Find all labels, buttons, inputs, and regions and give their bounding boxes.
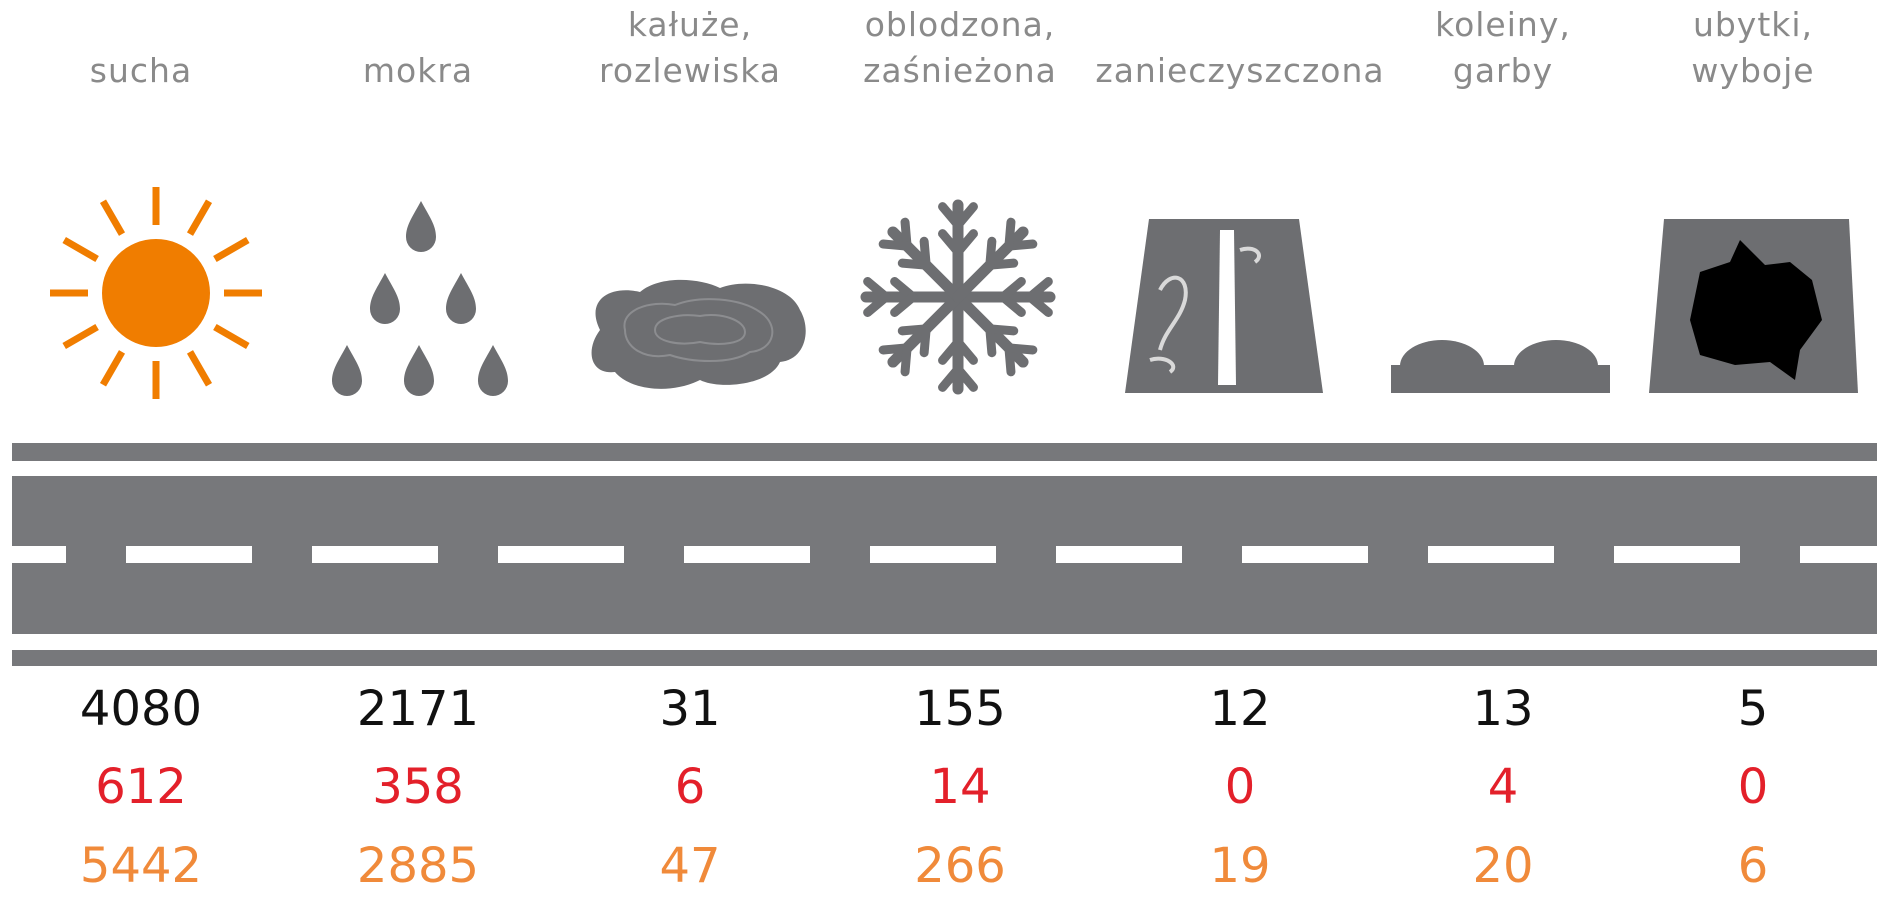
sun-ray	[99, 199, 126, 236]
column-label: ubytki,	[1693, 5, 1813, 44]
sun-disc	[102, 239, 210, 347]
sun-ray	[186, 199, 213, 236]
column-label: garby	[1453, 51, 1553, 90]
lane-dash	[870, 546, 996, 563]
drop	[478, 345, 508, 396]
column-label: wyboje	[1691, 51, 1814, 90]
flake-branch	[985, 324, 1019, 336]
rut-base	[1391, 365, 1610, 393]
sun-ray	[62, 236, 99, 263]
value: 13	[1472, 681, 1533, 737]
flake-branch	[938, 229, 963, 257]
value: 6	[1738, 838, 1769, 894]
lane-dash	[1800, 546, 1877, 563]
drop	[406, 201, 436, 252]
road-stripe	[1218, 230, 1236, 385]
value: 2885	[357, 838, 479, 894]
value: 5	[1738, 681, 1769, 737]
flake-branch	[985, 236, 997, 270]
puddle-contour	[623, 298, 774, 362]
value: 6	[675, 759, 706, 815]
value: 47	[659, 838, 720, 894]
snowflake-icon	[860, 199, 1056, 395]
road-edge	[12, 650, 1877, 666]
value: 0	[1225, 759, 1256, 815]
drop	[446, 273, 476, 324]
sun-ray	[213, 323, 250, 350]
flake-branch	[897, 258, 931, 270]
flake-branch	[938, 202, 963, 230]
dirt	[1149, 246, 1261, 374]
value: 12	[1209, 681, 1270, 737]
value: 2171	[357, 681, 479, 737]
value: 4080	[80, 681, 202, 737]
flake-branch	[890, 292, 918, 317]
drop	[332, 345, 362, 396]
drop	[404, 345, 434, 396]
drops-icon	[332, 201, 508, 396]
dirty-road-icon	[1125, 219, 1323, 393]
value: 266	[914, 838, 1006, 894]
values: 4080 2171 31 155 12 13 5 612 358 6 14 0 4 0 5442 2885 47…	[80, 681, 1768, 894]
flake-branch	[863, 292, 891, 317]
value: 31	[659, 681, 720, 737]
lane-dash	[312, 546, 438, 563]
sun-icon	[50, 187, 262, 399]
pothole	[1690, 240, 1822, 380]
flake-branch	[900, 343, 912, 377]
lane-dash	[126, 546, 252, 563]
bump	[1514, 340, 1598, 366]
value: 358	[372, 759, 464, 815]
sun-ray	[213, 236, 250, 263]
drop	[370, 273, 400, 324]
value: 5442	[80, 838, 202, 894]
lane-dash	[684, 546, 810, 563]
lane-dash	[1242, 546, 1368, 563]
column-label: oblodzona,	[865, 5, 1056, 44]
column-label: rozlewiska	[599, 51, 781, 90]
lane-dash	[1614, 546, 1740, 563]
column-label: mokra	[363, 51, 473, 90]
sun-ray	[186, 350, 213, 387]
flake-branch	[1004, 217, 1016, 251]
column-label: sucha	[90, 51, 192, 90]
puddle-contour	[653, 314, 747, 345]
lane-dash	[1056, 546, 1182, 563]
flake-branch	[998, 277, 1026, 302]
bump	[1400, 340, 1484, 366]
road-edge	[12, 443, 1877, 461]
value: 155	[914, 681, 1006, 737]
labels: sucha mokra kałuże, rozlewiska oblodzona, zaś…	[90, 5, 1814, 90]
icons	[50, 187, 1858, 399]
puddle	[591, 279, 806, 389]
value: 612	[95, 759, 187, 815]
flake-branch	[1004, 343, 1038, 355]
column-label: koleiny,	[1435, 5, 1571, 44]
lane-dash	[12, 546, 66, 563]
value: 14	[929, 759, 990, 815]
flake-branch	[953, 364, 978, 392]
flake-branch	[953, 337, 978, 365]
value: 4	[1488, 759, 1519, 815]
pothole-icon	[1649, 219, 1858, 393]
value: 19	[1209, 838, 1270, 894]
flake-branch	[919, 324, 931, 358]
lane-dash	[1428, 546, 1554, 563]
column-label: zanieczyszczona	[1095, 51, 1384, 90]
flake-branch	[878, 239, 912, 251]
sun-ray	[62, 323, 99, 350]
ruts-icon	[1391, 340, 1610, 393]
value: 20	[1472, 838, 1533, 894]
puddle-icon	[591, 279, 806, 389]
column-label: zaśnieżona	[863, 51, 1057, 90]
sun-ray	[99, 350, 126, 387]
lane-dash	[498, 546, 624, 563]
column-label: kałuże,	[628, 5, 752, 44]
flake-branch	[1025, 277, 1053, 302]
road	[12, 443, 1877, 666]
value: 0	[1738, 759, 1769, 815]
